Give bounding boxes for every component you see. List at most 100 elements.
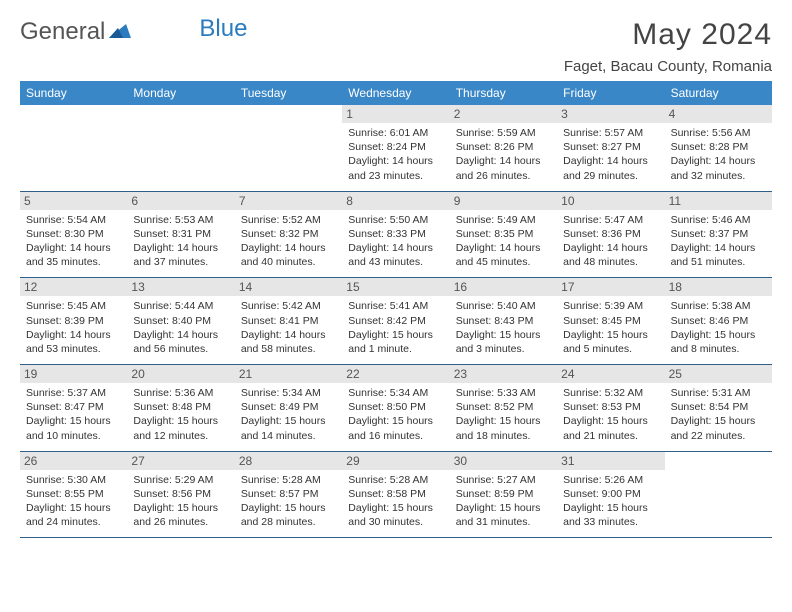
day-number: 16 (450, 278, 557, 296)
day-cell: 26Sunrise: 5:30 AMSunset: 8:55 PMDayligh… (20, 452, 127, 538)
day-cell: 15 Sunrise: 5:41 AMSunset: 8:42 PMDayligh… (342, 278, 449, 364)
title-block: May 2024 Faget, Bacau County, Romania (564, 18, 772, 75)
weekday-header: Friday (557, 81, 664, 105)
day-info: Sunrise: 5:54 AMSunset: 8:30 PMDaylight:… (26, 213, 121, 270)
day-info: Sunrise: 5:49 AMSunset: 8:35 PMDaylight:… (456, 213, 551, 270)
day-number: 1 (342, 105, 449, 123)
day-cell (20, 105, 127, 191)
day-cell: 10Sunrise: 5:47 AMSunset: 8:36 PMDayligh… (557, 192, 664, 278)
day-number: 14 (235, 278, 342, 296)
day-info: Sunrise: 5:37 AMSunset: 8:47 PMDaylight:… (26, 386, 121, 443)
day-info: Sunrise: 5:56 AMSunset: 8:28 PMDaylight:… (671, 126, 766, 183)
day-info: Sunrise: 6:01 AMSunset: 8:24 PMDaylight:… (348, 126, 443, 183)
week-row: 19Sunrise: 5:37 AMSunset: 8:47 PMDayligh… (20, 365, 772, 452)
day-cell: 17 Sunrise: 5:39 AMSunset: 8:45 PMDayligh… (557, 278, 664, 364)
day-number: 7 (235, 192, 342, 210)
day-number: 28 (235, 452, 342, 470)
day-cell: 9 Sunrise: 5:49 AMSunset: 8:35 PMDaylight… (450, 192, 557, 278)
day-info: Sunrise: 5:29 AMSunset: 8:56 PMDaylight:… (133, 473, 228, 530)
day-cell: 7 Sunrise: 5:52 AMSunset: 8:32 PMDaylight… (235, 192, 342, 278)
day-number: 5 (20, 192, 127, 210)
day-number: 13 (127, 278, 234, 296)
day-cell: 30Sunrise: 5:27 AMSunset: 8:59 PMDayligh… (450, 452, 557, 538)
day-cell: 24Sunrise: 5:32 AMSunset: 8:53 PMDayligh… (557, 365, 664, 451)
logo: General Blue (20, 18, 247, 46)
day-number: 2 (450, 105, 557, 123)
weekday-header: Monday (127, 81, 234, 105)
weekday-header-row: SundayMondayTuesdayWednesdayThursdayFrid… (20, 81, 772, 105)
day-cell: 31 Sunrise: 5:26 AMSunset: 9:00 PMDayligh… (557, 452, 664, 538)
weeks-container: 1 Sunrise: 6:01 AMSunset: 8:24 PMDaylight… (20, 105, 772, 538)
month-title: May 2024 (564, 18, 772, 52)
day-number: 22 (342, 365, 449, 383)
day-info: Sunrise: 5:42 AMSunset: 8:41 PMDaylight:… (241, 299, 336, 356)
day-cell (127, 105, 234, 191)
day-info: Sunrise: 5:34 AMSunset: 8:49 PMDaylight:… (241, 386, 336, 443)
day-cell: 12 Sunrise: 5:45 AMSunset: 8:39 PMDayligh… (20, 278, 127, 364)
day-info: Sunrise: 5:28 AMSunset: 8:57 PMDaylight:… (241, 473, 336, 530)
day-number: 8 (342, 192, 449, 210)
day-cell: 18 Sunrise: 5:38 AMSunset: 8:46 PMDayligh… (665, 278, 772, 364)
day-info: Sunrise: 5:31 AMSunset: 8:54 PMDaylight:… (671, 386, 766, 443)
day-cell: 21 Sunrise: 5:34 AMSunset: 8:49 PMDayligh… (235, 365, 342, 451)
day-number: 3 (557, 105, 664, 123)
day-info: Sunrise: 5:45 AMSunset: 8:39 PMDaylight:… (26, 299, 121, 356)
day-number: 15 (342, 278, 449, 296)
day-info: Sunrise: 5:39 AMSunset: 8:45 PMDaylight:… (563, 299, 658, 356)
weekday-header: Wednesday (342, 81, 449, 105)
day-info: Sunrise: 5:28 AMSunset: 8:58 PMDaylight:… (348, 473, 443, 530)
day-info: Sunrise: 5:33 AMSunset: 8:52 PMDaylight:… (456, 386, 551, 443)
day-info: Sunrise: 5:40 AMSunset: 8:43 PMDaylight:… (456, 299, 551, 356)
day-number: 23 (450, 365, 557, 383)
day-cell: 29 Sunrise: 5:28 AMSunset: 8:58 PMDayligh… (342, 452, 449, 538)
day-info: Sunrise: 5:59 AMSunset: 8:26 PMDaylight:… (456, 126, 551, 183)
weekday-header: Tuesday (235, 81, 342, 105)
weekday-header: Saturday (665, 81, 772, 105)
day-cell: 28 Sunrise: 5:28 AMSunset: 8:57 PMDayligh… (235, 452, 342, 538)
day-cell: 4Sunrise: 5:56 AMSunset: 8:28 PMDaylight… (665, 105, 772, 191)
day-number: 11 (665, 192, 772, 210)
day-info: Sunrise: 5:41 AMSunset: 8:42 PMDaylight:… (348, 299, 443, 356)
day-number: 17 (557, 278, 664, 296)
week-row: 12 Sunrise: 5:45 AMSunset: 8:39 PMDayligh… (20, 278, 772, 365)
day-number: 27 (127, 452, 234, 470)
day-number: 10 (557, 192, 664, 210)
day-number: 6 (127, 192, 234, 210)
day-cell (665, 452, 772, 538)
day-info: Sunrise: 5:26 AMSunset: 9:00 PMDaylight:… (563, 473, 658, 530)
day-number: 31 (557, 452, 664, 470)
logo-text-general: General (20, 18, 105, 46)
day-cell: 5 Sunrise: 5:54 AMSunset: 8:30 PMDaylight… (20, 192, 127, 278)
day-info: Sunrise: 5:30 AMSunset: 8:55 PMDaylight:… (26, 473, 121, 530)
day-number: 21 (235, 365, 342, 383)
day-cell: 20Sunrise: 5:36 AMSunset: 8:48 PMDayligh… (127, 365, 234, 451)
week-row: 26Sunrise: 5:30 AMSunset: 8:55 PMDayligh… (20, 452, 772, 539)
day-cell: 27 Sunrise: 5:29 AMSunset: 8:56 PMDayligh… (127, 452, 234, 538)
day-info: Sunrise: 5:57 AMSunset: 8:27 PMDaylight:… (563, 126, 658, 183)
day-number: 29 (342, 452, 449, 470)
day-cell: 13 Sunrise: 5:44 AMSunset: 8:40 PMDayligh… (127, 278, 234, 364)
day-cell: 14 Sunrise: 5:42 AMSunset: 8:41 PMDayligh… (235, 278, 342, 364)
day-cell: 22 Sunrise: 5:34 AMSunset: 8:50 PMDayligh… (342, 365, 449, 451)
day-info: Sunrise: 5:38 AMSunset: 8:46 PMDaylight:… (671, 299, 766, 356)
calendar: SundayMondayTuesdayWednesdayThursdayFrid… (20, 81, 772, 538)
location: Faget, Bacau County, Romania (564, 58, 772, 75)
day-cell: 23 Sunrise: 5:33 AMSunset: 8:52 PMDayligh… (450, 365, 557, 451)
day-number: 18 (665, 278, 772, 296)
day-info: Sunrise: 5:32 AMSunset: 8:53 PMDaylight:… (563, 386, 658, 443)
day-info: Sunrise: 5:52 AMSunset: 8:32 PMDaylight:… (241, 213, 336, 270)
day-number: 25 (665, 365, 772, 383)
day-cell: 19Sunrise: 5:37 AMSunset: 8:47 PMDayligh… (20, 365, 127, 451)
day-info: Sunrise: 5:34 AMSunset: 8:50 PMDaylight:… (348, 386, 443, 443)
logo-text-blue: Blue (199, 15, 247, 43)
day-number: 30 (450, 452, 557, 470)
day-cell: 2 Sunrise: 5:59 AMSunset: 8:26 PMDaylight… (450, 105, 557, 191)
week-row: 1 Sunrise: 6:01 AMSunset: 8:24 PMDaylight… (20, 105, 772, 192)
day-info: Sunrise: 5:44 AMSunset: 8:40 PMDaylight:… (133, 299, 228, 356)
day-cell (235, 105, 342, 191)
day-number: 20 (127, 365, 234, 383)
day-number: 9 (450, 192, 557, 210)
day-cell: 1 Sunrise: 6:01 AMSunset: 8:24 PMDaylight… (342, 105, 449, 191)
day-cell: 6Sunrise: 5:53 AMSunset: 8:31 PMDaylight… (127, 192, 234, 278)
day-number: 12 (20, 278, 127, 296)
